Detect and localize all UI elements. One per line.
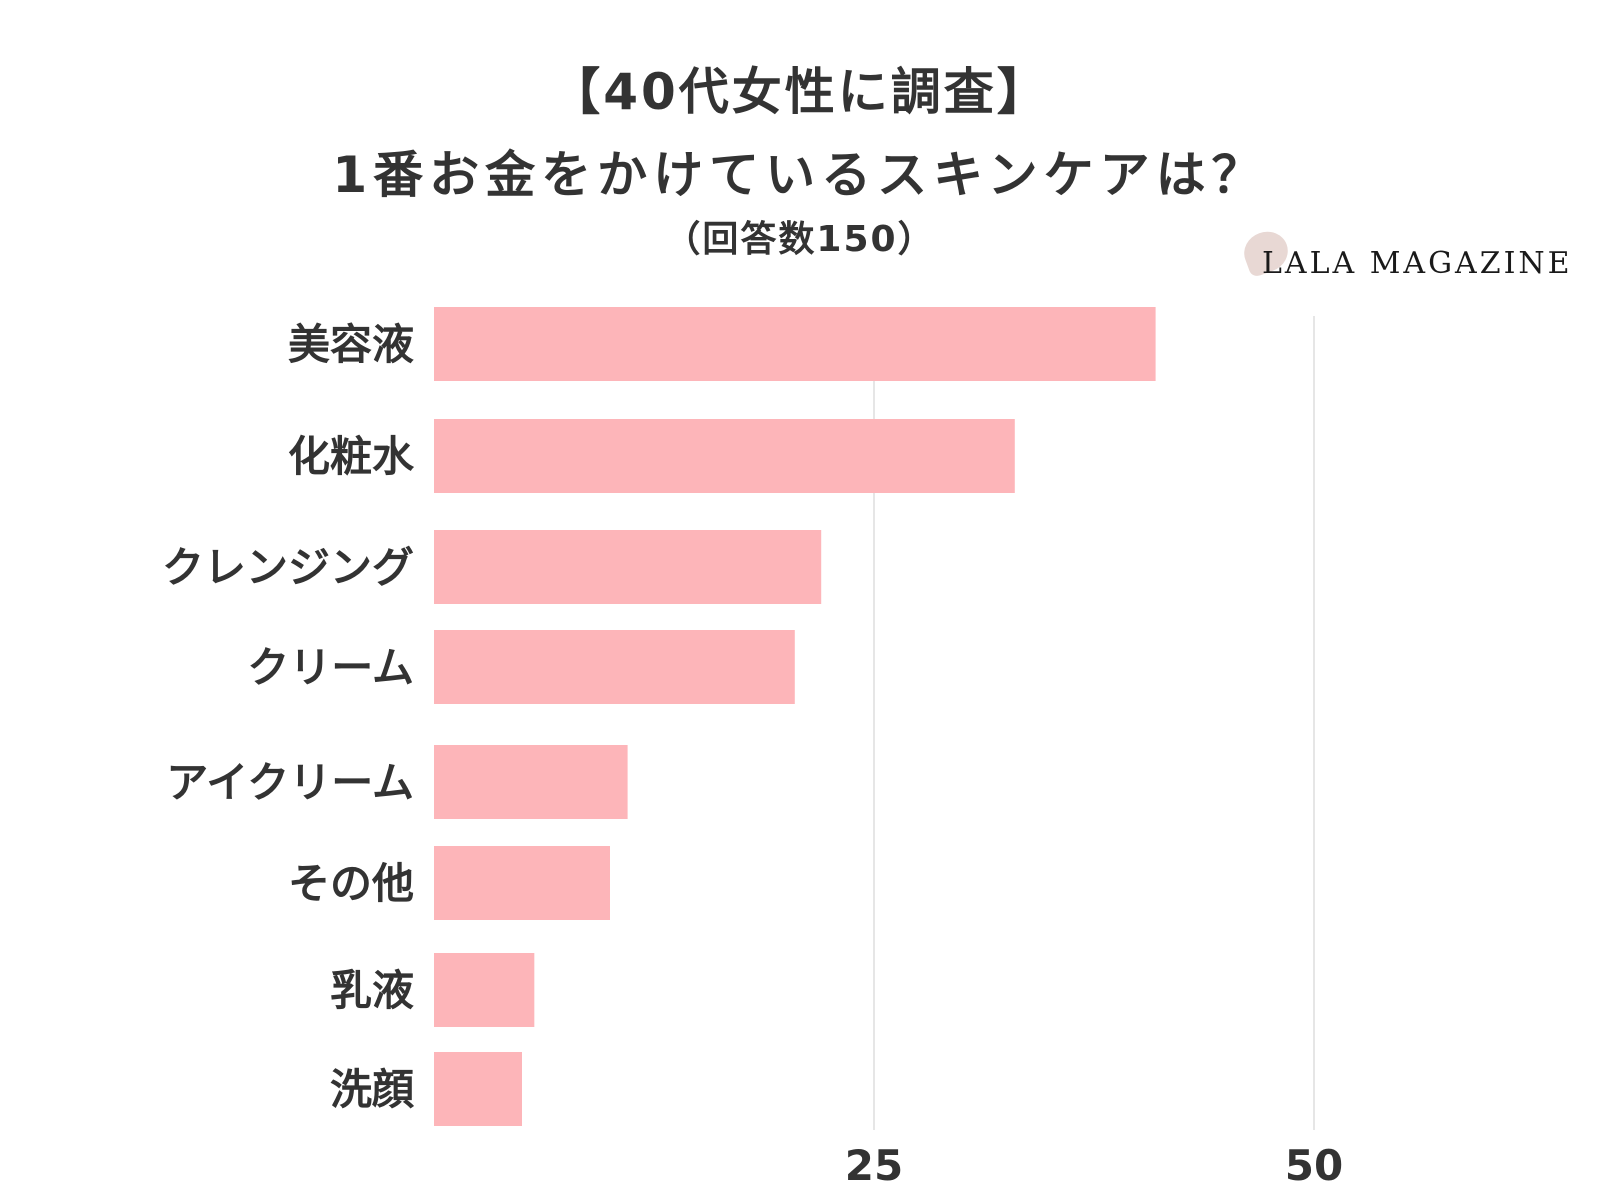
category-label-7: 乳液 — [330, 966, 414, 1015]
bar-7 — [434, 953, 535, 1027]
bar-8 — [434, 1052, 522, 1126]
x-tick-label-50: 50 — [1285, 1141, 1343, 1190]
bar-1 — [434, 307, 1156, 381]
response-count-note: （回答数150） — [664, 219, 936, 260]
category-label-6: その他 — [288, 859, 414, 908]
category-label-5: アイクリーム — [166, 758, 414, 807]
bar-2 — [434, 419, 1015, 493]
chart-subtitle: 1番お金をかけているスキンケアは？ — [332, 146, 1268, 204]
bar-6 — [434, 846, 610, 920]
x-tick-label-25: 25 — [845, 1141, 903, 1190]
category-label-4: クリーム — [247, 643, 414, 692]
chart-title: 【40代女性に調査】 — [550, 63, 1050, 121]
category-label-2: 化粧水 — [288, 432, 415, 481]
bar-4 — [434, 630, 795, 704]
bar-5 — [434, 745, 628, 819]
brand-name: LALA MAGAZINE — [1262, 246, 1573, 281]
brand-logo: LALA MAGAZINE — [1238, 225, 1580, 288]
category-label-1: 美容液 — [288, 320, 414, 369]
category-label-8: 洗顔 — [330, 1065, 415, 1114]
bar-3 — [434, 530, 822, 604]
category-label-3: クレンジング — [162, 543, 414, 592]
